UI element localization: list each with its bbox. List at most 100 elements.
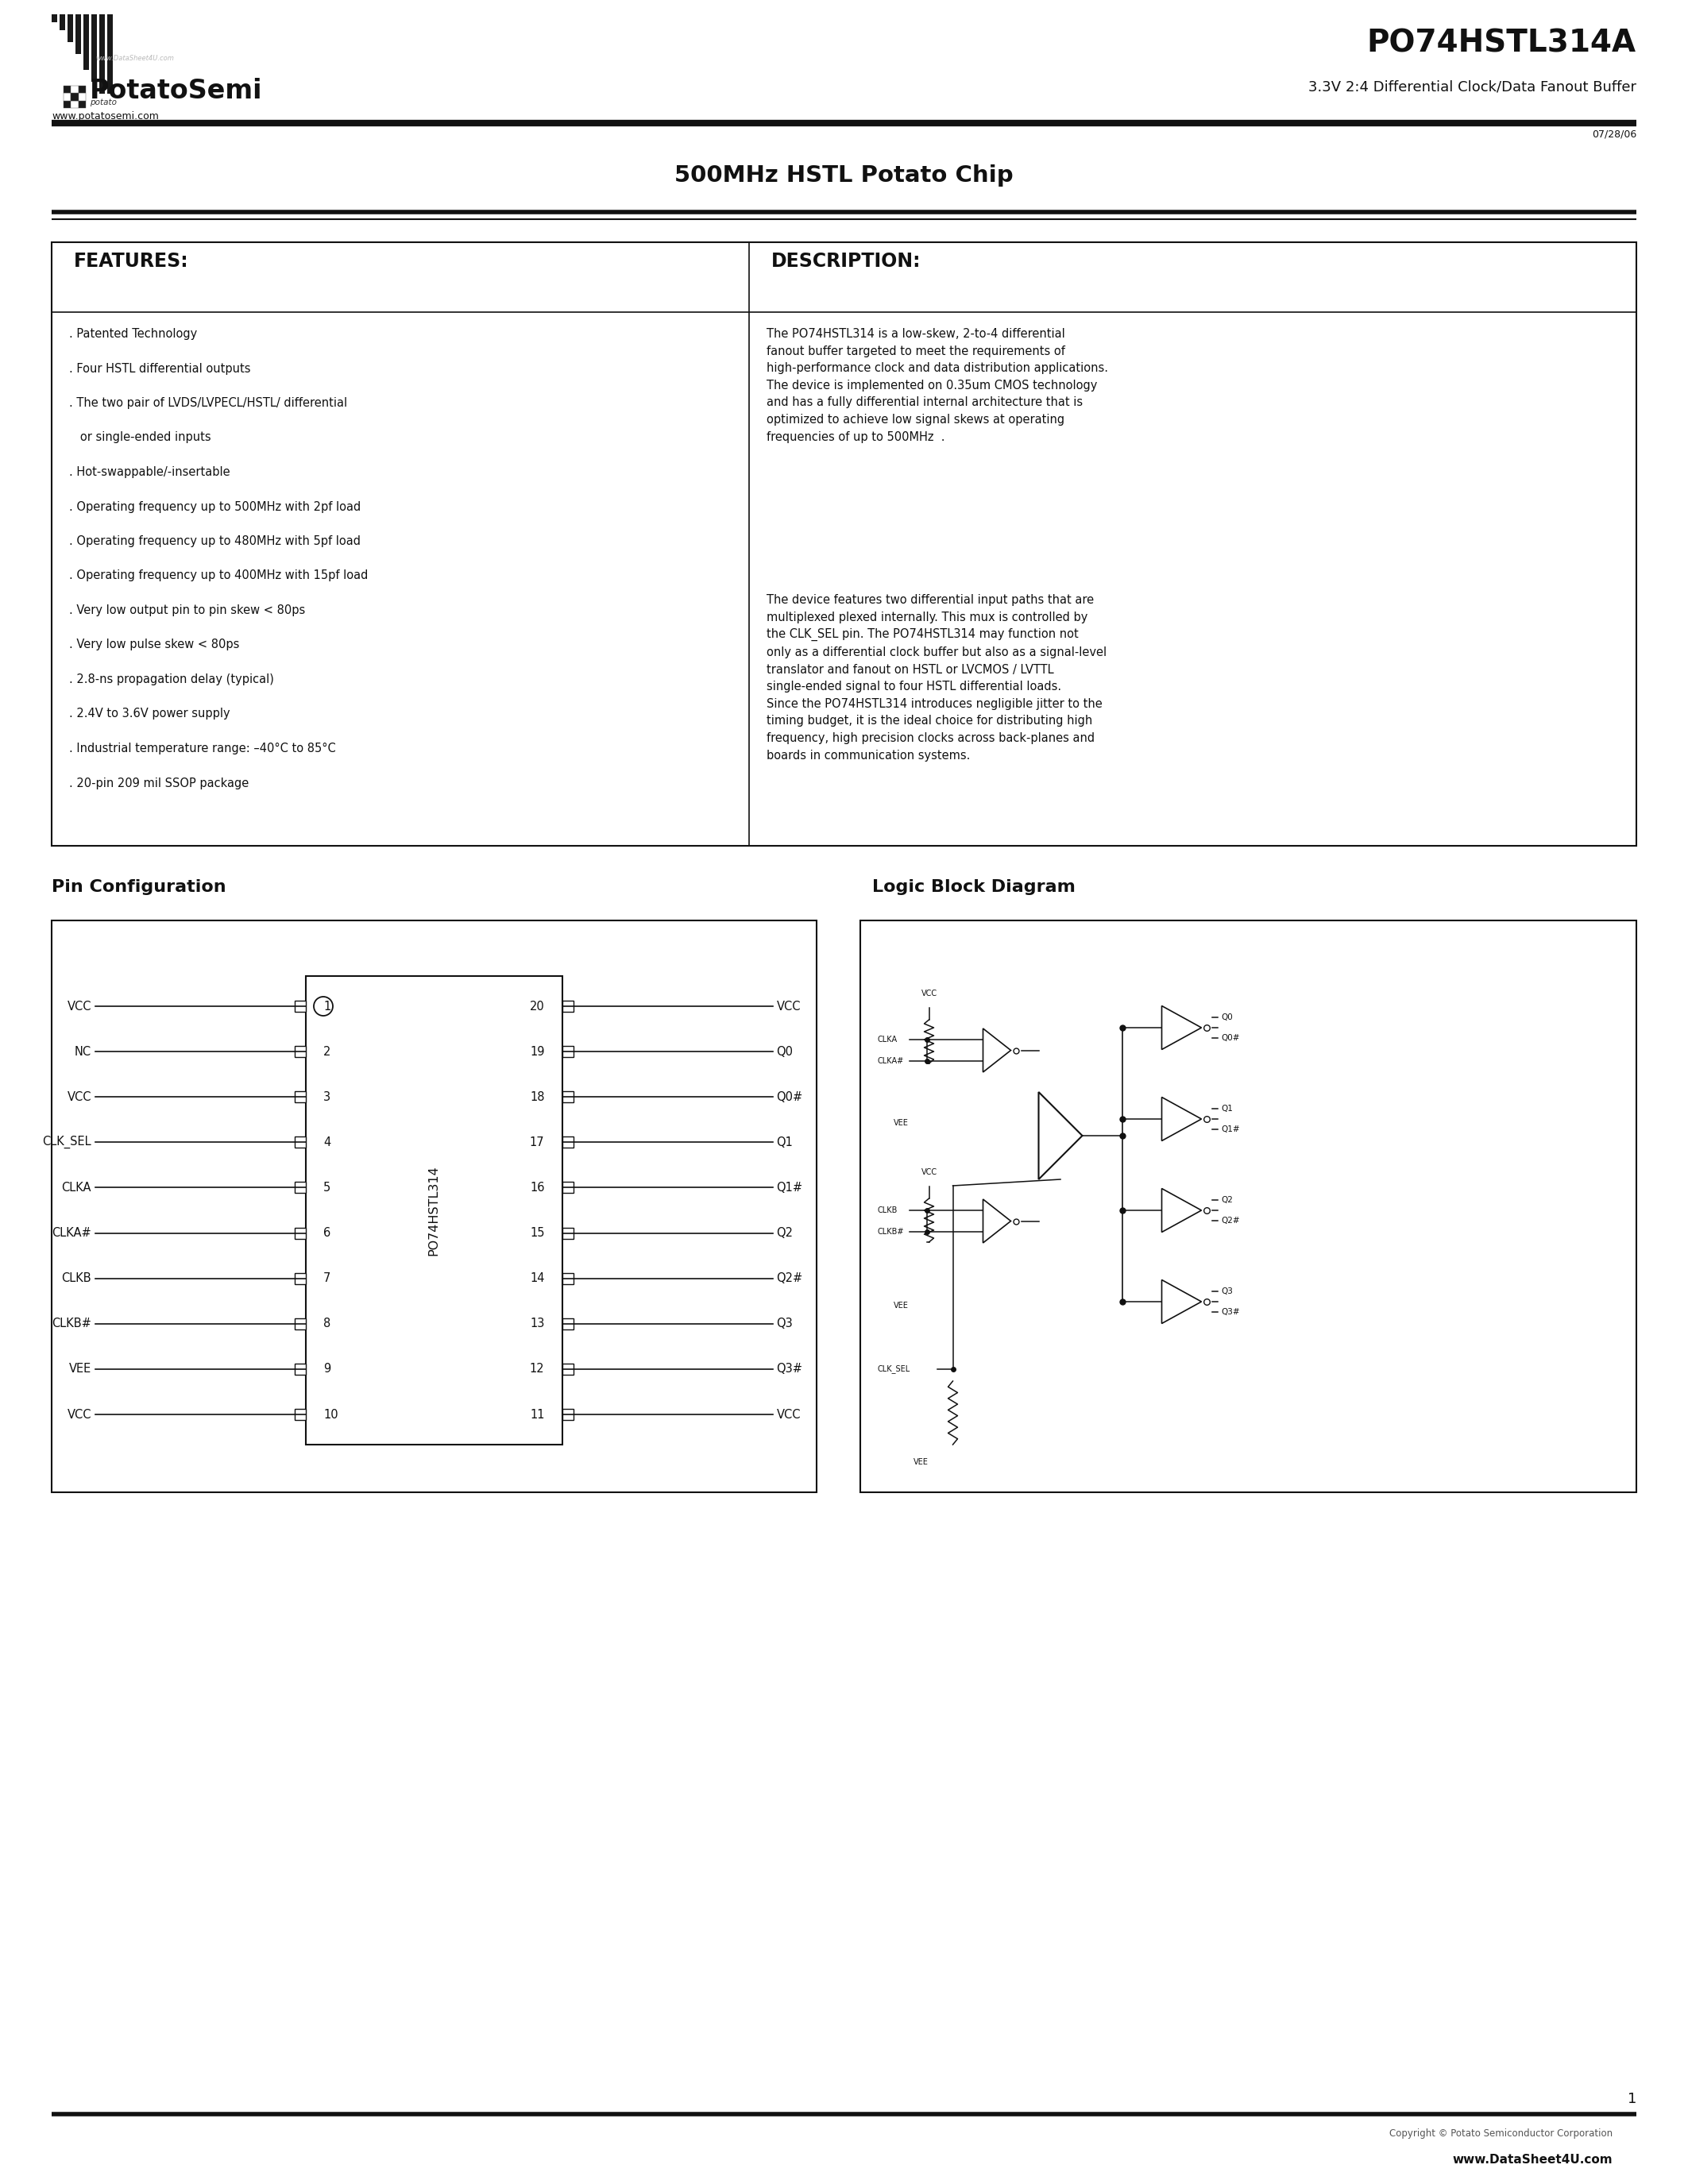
Bar [108, 15, 113, 94]
Bar [52, 242, 1636, 845]
Text: CLKA#: CLKA# [878, 1057, 903, 1066]
Text: www.potatosemi.com: www.potatosemi.com [52, 111, 159, 122]
Text: Pin Configuration: Pin Configuration [52, 880, 226, 895]
Text: . Industrial temperature range: –40°C to 85°C: . Industrial temperature range: –40°C to… [69, 743, 336, 753]
Text: CLKA: CLKA [61, 1182, 91, 1195]
Text: CLKB: CLKB [61, 1273, 91, 1284]
Text: 5: 5 [324, 1182, 331, 1195]
Text: CLKB#: CLKB# [878, 1227, 905, 1236]
Polygon shape [1161, 1188, 1202, 1232]
Text: VEE: VEE [893, 1302, 908, 1310]
Text: VCC: VCC [68, 1000, 91, 1011]
Text: VEE: VEE [893, 1118, 908, 1127]
Bar [562, 1182, 574, 1192]
Text: 13: 13 [530, 1317, 545, 1330]
Text: potato: potato [89, 98, 116, 107]
Text: 19: 19 [530, 1046, 545, 1057]
Text: CLK_SEL: CLK_SEL [878, 1365, 910, 1374]
Bar [562, 1136, 574, 1149]
Bar [295, 1000, 306, 1011]
Text: VCC: VCC [922, 1168, 937, 1177]
Text: DESCRIPTION:: DESCRIPTION: [771, 251, 922, 271]
Text: CLKA: CLKA [878, 1035, 898, 1044]
Text: 3: 3 [324, 1092, 331, 1103]
Bar [100, 15, 105, 94]
Text: . 20-pin 209 mil SSOP package: . 20-pin 209 mil SSOP package [69, 778, 248, 788]
Text: . Very low output pin to pin skew < 80ps: . Very low output pin to pin skew < 80ps [69, 605, 306, 616]
Text: . 2.4V to 3.6V power supply: . 2.4V to 3.6V power supply [69, 708, 230, 721]
Bar [64, 100, 71, 107]
Bar [91, 15, 98, 81]
Text: 1: 1 [1627, 2092, 1636, 2105]
Text: 8: 8 [324, 1317, 331, 1330]
Bar [295, 1136, 306, 1149]
Text: Q1: Q1 [776, 1136, 793, 1149]
Text: CLKA#: CLKA# [52, 1227, 91, 1238]
Bar [562, 1273, 574, 1284]
Text: 500MHz HSTL Potato Chip: 500MHz HSTL Potato Chip [675, 164, 1013, 186]
Text: 3.3V 2:4 Differential Clock/Data Fanout Buffer: 3.3V 2:4 Differential Clock/Data Fanout … [1308, 79, 1636, 94]
Polygon shape [1038, 1092, 1082, 1179]
Text: or single-ended inputs: or single-ended inputs [69, 432, 211, 443]
Text: VCC: VCC [68, 1409, 91, 1420]
Text: Q1#: Q1# [776, 1182, 803, 1195]
Text: 10: 10 [324, 1409, 338, 1420]
Text: 07/28/06: 07/28/06 [1592, 129, 1636, 140]
Text: www.DataSheet4U.com: www.DataSheet4U.com [95, 55, 174, 61]
Bar [295, 1363, 306, 1374]
Text: PO74HSTL314A: PO74HSTL314A [1367, 28, 1636, 59]
Text: . Patented Technology: . Patented Technology [69, 328, 197, 341]
Bar [295, 1046, 306, 1057]
Polygon shape [1161, 1280, 1202, 1324]
Text: . Operating frequency up to 400MHz with 15pf load: . Operating frequency up to 400MHz with … [69, 570, 368, 581]
Text: . Hot-swappable/-insertable: . Hot-swappable/-insertable [69, 465, 230, 478]
Text: 2: 2 [324, 1046, 331, 1057]
Bar [562, 1319, 574, 1330]
Text: 14: 14 [530, 1273, 545, 1284]
Bar [78, 85, 86, 94]
Text: Q3: Q3 [1222, 1286, 1234, 1295]
Text: 20: 20 [530, 1000, 545, 1011]
Text: 12: 12 [530, 1363, 545, 1376]
Bar [52, 15, 57, 22]
Bar [859, 919, 1636, 1492]
Text: 7: 7 [324, 1273, 331, 1284]
Bar [78, 94, 86, 100]
Text: Copyright © Potato Semiconductor Corporation: Copyright © Potato Semiconductor Corpora… [1389, 2129, 1612, 2138]
Text: VCC: VCC [776, 1409, 800, 1420]
Circle shape [314, 996, 333, 1016]
Text: Logic Block Diagram: Logic Block Diagram [871, 880, 1075, 895]
Bar [562, 1092, 574, 1103]
Text: Q1#: Q1# [1222, 1125, 1241, 1133]
Bar [295, 1409, 306, 1420]
Text: VCC: VCC [776, 1000, 800, 1011]
Polygon shape [982, 1029, 1011, 1072]
Text: CLKB: CLKB [878, 1206, 898, 1214]
Text: The PO74HSTL314 is a low-skew, 2-to-4 differential
fanout buffer targeted to mee: The PO74HSTL314 is a low-skew, 2-to-4 di… [766, 328, 1107, 443]
Bar [295, 1319, 306, 1330]
Text: . 2.8-ns propagation delay (typical): . 2.8-ns propagation delay (typical) [69, 673, 273, 686]
Bar [295, 1092, 306, 1103]
Polygon shape [1161, 1007, 1202, 1051]
Bar [52, 919, 817, 1492]
Text: www.DataSheet4U.com: www.DataSheet4U.com [1452, 2153, 1612, 2167]
Bar [71, 100, 78, 107]
Bar [83, 15, 89, 70]
Text: 17: 17 [530, 1136, 545, 1149]
Text: . Operating frequency up to 500MHz with 2pf load: . Operating frequency up to 500MHz with … [69, 500, 361, 513]
Bar [71, 85, 78, 94]
Polygon shape [982, 1199, 1011, 1243]
Text: VCC: VCC [68, 1092, 91, 1103]
Text: Q3#: Q3# [1222, 1308, 1241, 1317]
Text: 15: 15 [530, 1227, 545, 1238]
Text: 11: 11 [530, 1409, 545, 1420]
Text: Q0#: Q0# [776, 1092, 803, 1103]
Bar [306, 976, 562, 1444]
Text: 16: 16 [530, 1182, 545, 1195]
Text: CLK_SEL: CLK_SEL [42, 1136, 91, 1149]
Text: NC: NC [74, 1046, 91, 1057]
Bar [68, 15, 73, 41]
Bar [59, 15, 66, 31]
Bar [295, 1182, 306, 1192]
Text: PotatoSemi: PotatoSemi [89, 79, 263, 105]
